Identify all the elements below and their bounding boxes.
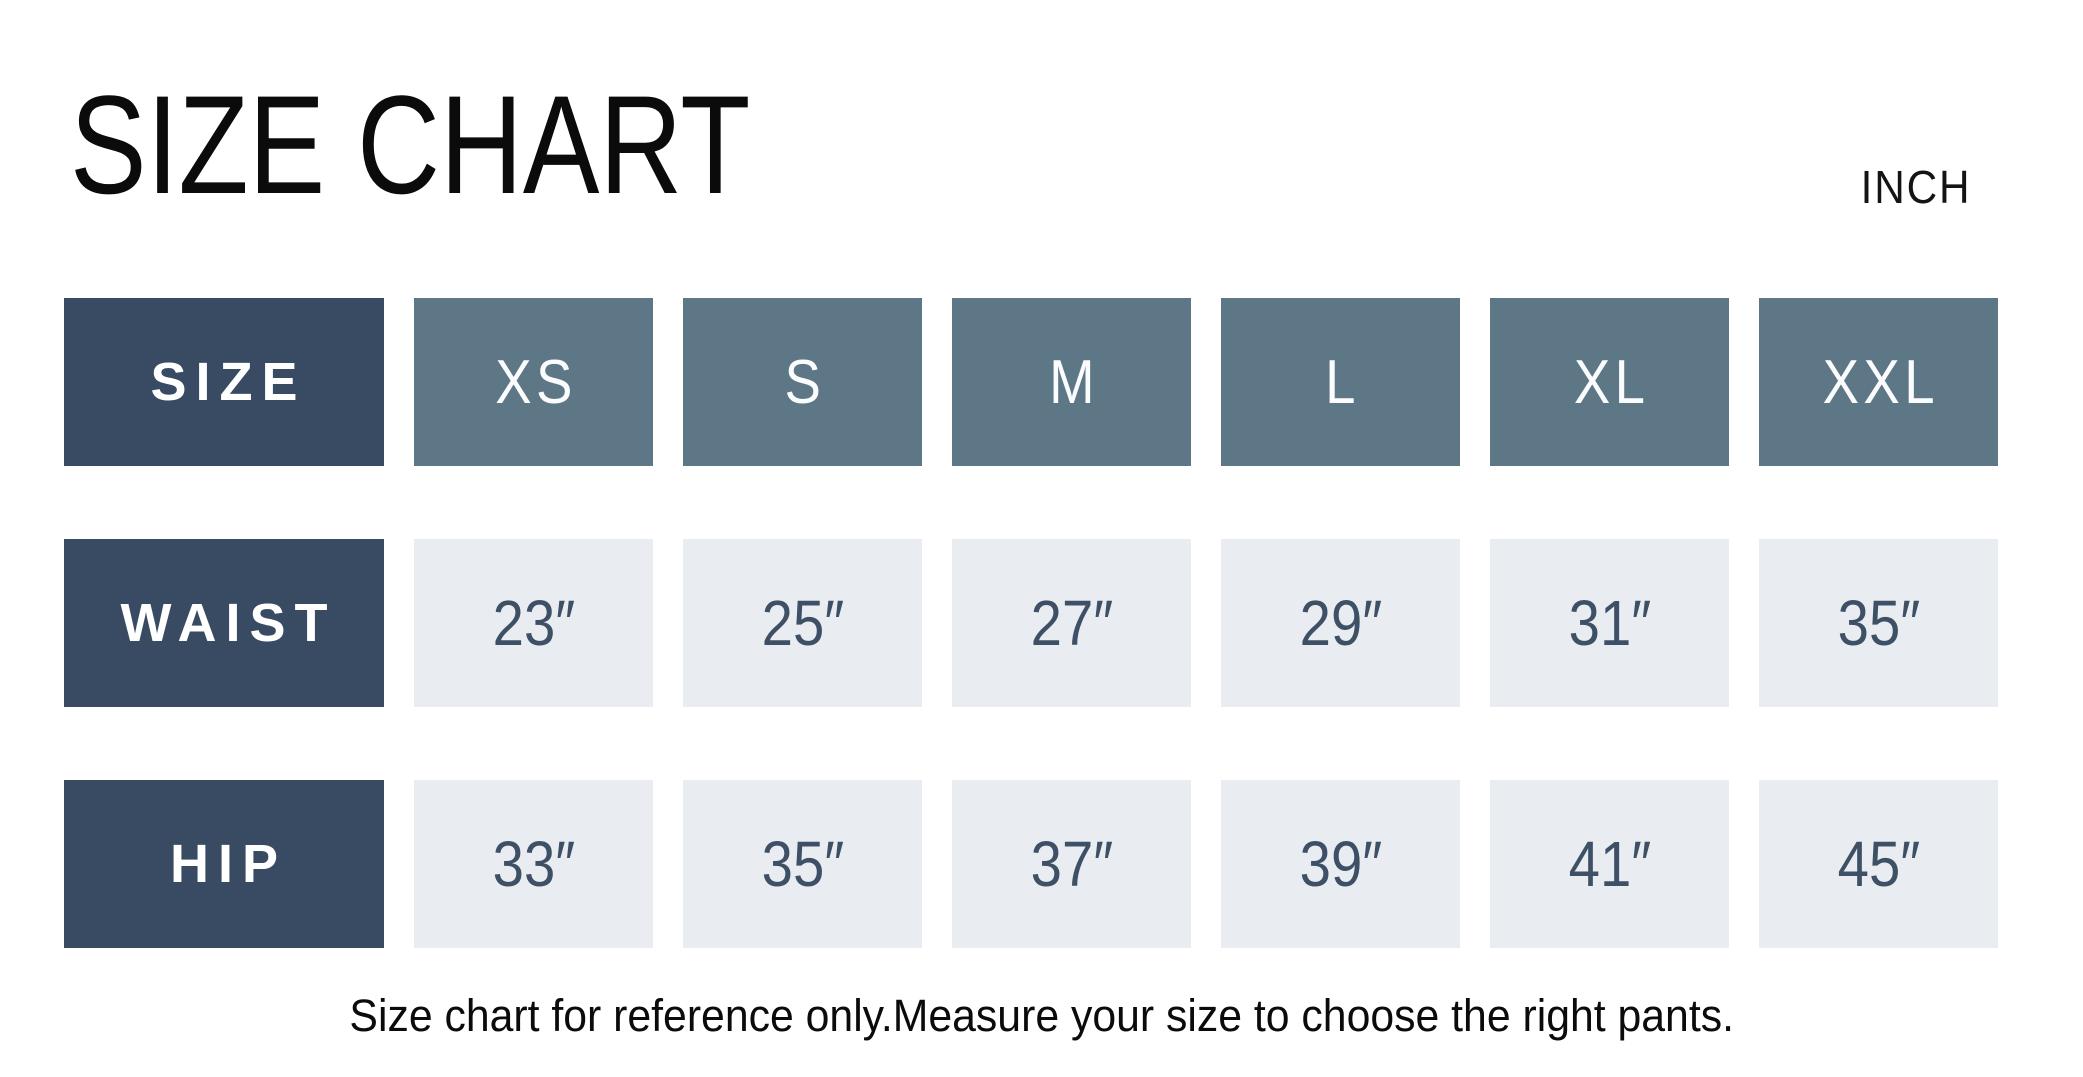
value-text: 23″ bbox=[492, 587, 575, 659]
col-header-label: XL bbox=[1573, 347, 1650, 417]
col-header-s: S bbox=[683, 298, 922, 466]
waist-value-xl: 31″ bbox=[1490, 539, 1729, 707]
row-label-hip: HIP bbox=[64, 780, 384, 948]
value-text: 35″ bbox=[1837, 587, 1920, 659]
value-text: 41″ bbox=[1568, 828, 1651, 900]
waist-value-s: 25″ bbox=[683, 539, 922, 707]
reference-note: Size chart for reference only.Measure yo… bbox=[0, 990, 2083, 1042]
col-header-l: L bbox=[1221, 298, 1460, 466]
col-header-m: M bbox=[952, 298, 1191, 466]
col-header-xxl: XXL bbox=[1759, 298, 1998, 466]
col-header-label: L bbox=[1325, 347, 1361, 417]
waist-value-l: 29″ bbox=[1221, 539, 1460, 707]
value-text: 33″ bbox=[492, 828, 575, 900]
reference-note-text: Size chart for reference only.Measure yo… bbox=[349, 990, 1734, 1041]
corner-header-label: SIZE bbox=[150, 352, 307, 412]
row-label: WAIST bbox=[120, 593, 337, 653]
size-table: SIZE XS S M L XL XXL WAIST 23″ 25″ bbox=[64, 298, 1998, 948]
waist-value-xxl: 35″ bbox=[1759, 539, 1998, 707]
row-label: HIP bbox=[169, 834, 288, 894]
col-header-xl: XL bbox=[1490, 298, 1729, 466]
waist-value-m: 27″ bbox=[952, 539, 1191, 707]
value-text: 25″ bbox=[761, 587, 844, 659]
value-text: 31″ bbox=[1568, 587, 1651, 659]
hip-value-xxl: 45″ bbox=[1759, 780, 1998, 948]
hip-value-xs: 33″ bbox=[414, 780, 653, 948]
col-header-xs: XS bbox=[414, 298, 653, 466]
hip-value-s: 35″ bbox=[683, 780, 922, 948]
value-text: 35″ bbox=[761, 828, 844, 900]
row-label-waist: WAIST bbox=[64, 539, 384, 707]
value-text: 27″ bbox=[1030, 587, 1113, 659]
waist-value-xs: 23″ bbox=[414, 539, 653, 707]
hip-value-m: 37″ bbox=[952, 780, 1191, 948]
value-text: 45″ bbox=[1837, 828, 1920, 900]
value-text: 37″ bbox=[1030, 828, 1113, 900]
page-title: SIZE CHART bbox=[70, 66, 751, 223]
unit-label: INCH bbox=[1860, 161, 1971, 213]
col-header-label: M bbox=[1048, 347, 1099, 417]
col-header-label: XXL bbox=[1822, 347, 1939, 417]
hip-value-xl: 41″ bbox=[1490, 780, 1729, 948]
col-header-label: S bbox=[784, 347, 826, 417]
value-text: 39″ bbox=[1299, 828, 1382, 900]
col-header-label: XS bbox=[494, 347, 577, 417]
value-text: 29″ bbox=[1299, 587, 1382, 659]
hip-value-l: 39″ bbox=[1221, 780, 1460, 948]
corner-header-size: SIZE bbox=[64, 298, 384, 466]
